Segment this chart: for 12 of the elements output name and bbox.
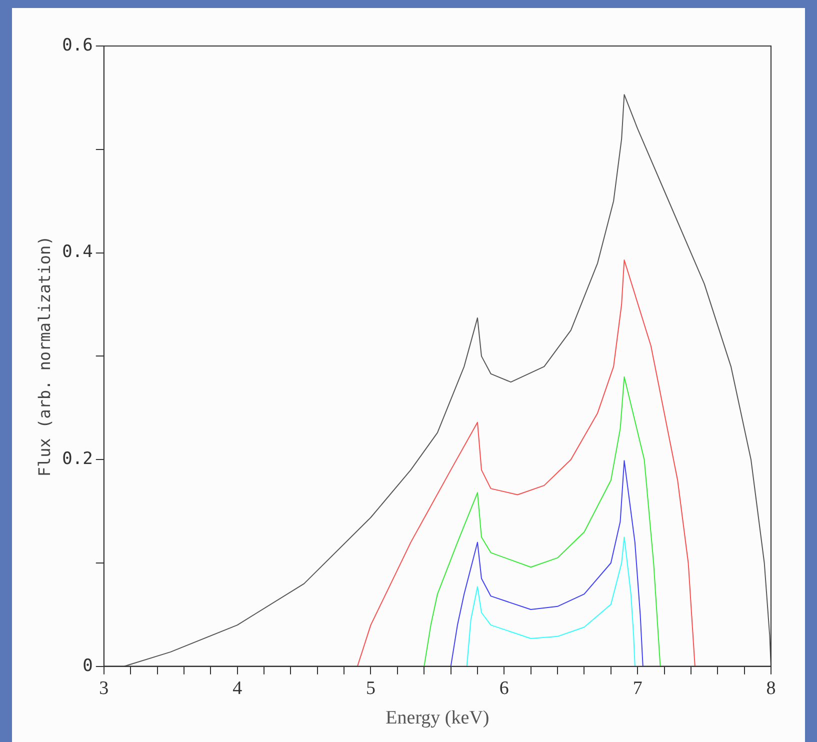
x-tick-label: 8 [766,678,776,699]
x-axis-title: Energy (keV) [386,708,490,729]
y-tick-label: 0.2 [62,449,93,470]
y-axis-title: Flux (arb. normalization) [34,236,54,477]
y-tick-label: 0.4 [62,242,93,262]
x-tick-label: 5 [366,678,376,699]
x-tick-label: 7 [632,678,642,699]
x-tick-label: 3 [99,678,109,699]
x-tick-label: 6 [499,678,509,699]
y-tick-label: 0 [82,656,93,676]
x-tick-label: 4 [232,678,243,699]
y-tick-label: 0.6 [62,35,93,56]
